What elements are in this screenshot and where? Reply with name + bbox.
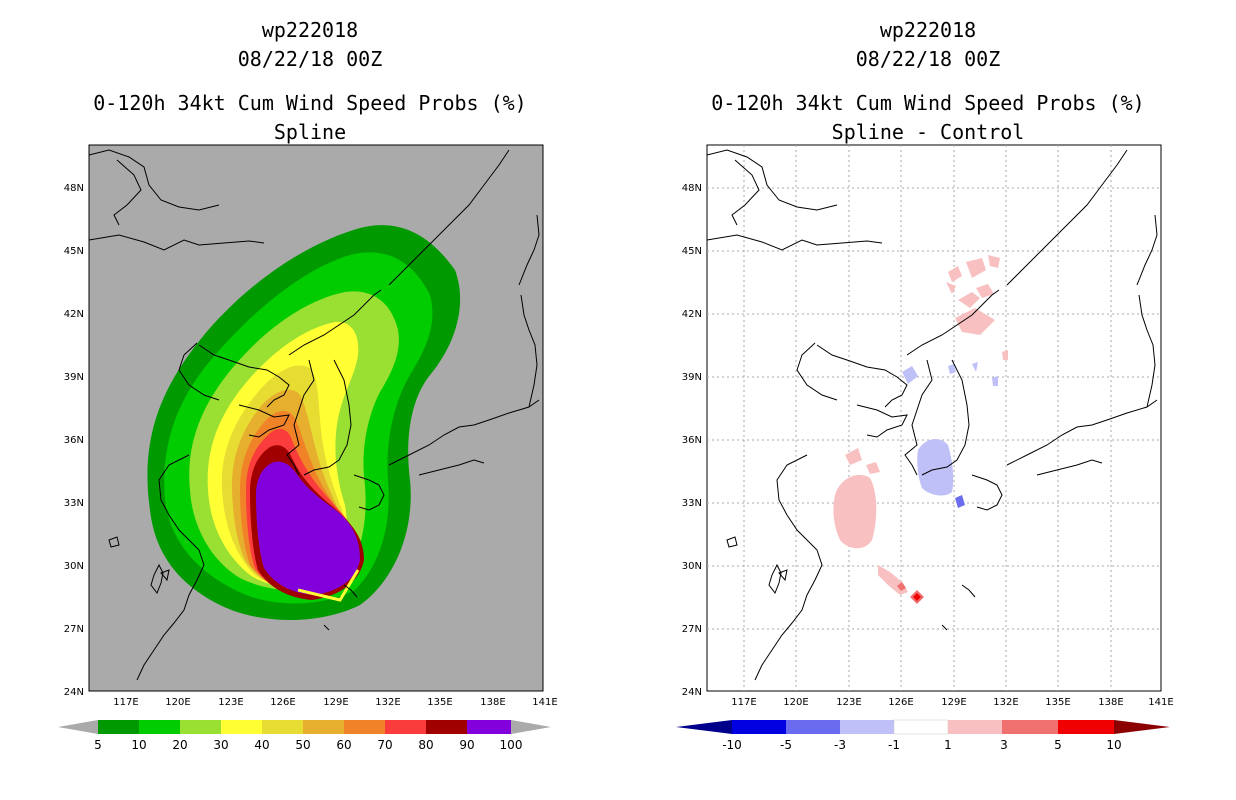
right-lat-label: 33N — [682, 498, 702, 509]
right-lon-label: 129E — [941, 697, 966, 708]
right-axes: 48N 45N 42N 39N 36N 33N 30N 27N 24N 117E… — [682, 183, 1174, 708]
left-colorbar-swatch — [426, 720, 467, 734]
left-lon-label: 132E — [375, 697, 400, 708]
left-lon-label: 138E — [480, 697, 505, 708]
left-colorbar-swatch — [385, 720, 426, 734]
left-colorbar-arrow-high — [511, 720, 551, 734]
left-colorbar-swatch — [139, 720, 180, 734]
left-colorbar-label: 100 — [500, 738, 523, 752]
right-lon-label: 138E — [1098, 697, 1123, 708]
right-lon-label: 141E — [1148, 697, 1173, 708]
left-lon-label: 117E — [113, 697, 138, 708]
left-colorbar-label: 40 — [254, 738, 269, 752]
left-colorbar-swatch — [467, 720, 511, 734]
right-lat-label: 39N — [682, 372, 702, 383]
left-colorbar-label: 90 — [459, 738, 474, 752]
right-colorbar-arrow-high — [1114, 720, 1170, 734]
left-title-date: 08/22/18 00Z — [237, 47, 383, 71]
left-lat-label: 48N — [64, 183, 84, 194]
right-title-method: Spline - Control — [831, 120, 1025, 144]
left-colorbar-swatch — [344, 720, 385, 734]
right-colorbar-label: 10 — [1106, 738, 1121, 752]
left-lon-label: 123E — [218, 697, 243, 708]
left-colorbar-swatch — [303, 720, 344, 734]
right-lat-label: 36N — [682, 435, 702, 446]
left-lat-label: 24N — [64, 687, 84, 698]
right-colorbar: -10 -5 -3 -1 1 3 5 10 — [676, 719, 1170, 752]
left-lat-label: 36N — [64, 435, 84, 446]
left-colorbar-label: 30 — [213, 738, 228, 752]
left-lat-label: 42N — [64, 309, 84, 320]
right-lon-label: 126E — [888, 697, 913, 708]
right-colorbar-swatch — [732, 720, 786, 734]
right-title-date: 08/22/18 00Z — [855, 47, 1001, 71]
diff-strong-positive — [897, 582, 924, 604]
left-colorbar-arrow-low — [58, 720, 98, 734]
left-lat-label: 33N — [64, 498, 84, 509]
left-lat-label: 39N — [64, 372, 84, 383]
right-colorbar-swatch — [1058, 720, 1114, 734]
right-lon-label: 132E — [993, 697, 1018, 708]
left-colorbar-label: 60 — [336, 738, 351, 752]
left-colorbar-label: 80 — [418, 738, 433, 752]
right-colorbar-label: 5 — [1054, 738, 1062, 752]
left-lat-label: 45N — [64, 246, 84, 257]
right-graticule — [707, 145, 1161, 691]
left-title-method: Spline — [273, 120, 347, 144]
right-colorbar-label: -5 — [780, 738, 792, 752]
left-colorbar-swatch — [180, 720, 221, 734]
left-lat-label: 30N — [64, 561, 84, 572]
left-colorbar-label: 20 — [172, 738, 187, 752]
left-map — [88, 144, 544, 692]
left-colorbar-swatch — [262, 720, 303, 734]
right-colorbar-label: -10 — [722, 738, 742, 752]
right-colorbar-label: 3 — [1000, 738, 1008, 752]
right-lat-label: 24N — [682, 687, 702, 698]
left-title-storm-id: wp222018 — [261, 18, 359, 42]
right-lat-label: 48N — [682, 183, 702, 194]
right-colorbar-arrow-low — [676, 720, 732, 734]
right-lat-label: 27N — [682, 624, 702, 635]
left-title-product: 0-120h 34kt Cum Wind Speed Probs (%) — [93, 91, 527, 115]
right-lat-label: 30N — [682, 561, 702, 572]
left-colorbar: 5 10 20 30 40 50 60 70 80 90 100 — [58, 720, 551, 752]
right-colorbar-swatch — [1002, 720, 1058, 734]
left-colorbar-label: 5 — [94, 738, 102, 752]
right-lon-label: 135E — [1045, 697, 1070, 708]
right-colorbar-swatch — [893, 719, 949, 735]
left-colorbar-swatch — [98, 720, 139, 734]
left-lon-label: 141E — [532, 697, 557, 708]
right-colorbar-label: -3 — [834, 738, 846, 752]
right-colorbar-label: -1 — [888, 738, 900, 752]
left-colorbar-label: 50 — [295, 738, 310, 752]
right-lat-label: 42N — [682, 309, 702, 320]
left-colorbar-swatch — [221, 720, 262, 734]
right-colorbar-label: 1 — [944, 738, 952, 752]
right-colorbar-swatch — [948, 720, 1002, 734]
right-map — [706, 144, 1162, 692]
right-lon-label: 123E — [836, 697, 861, 708]
left-lon-label: 126E — [270, 697, 295, 708]
right-title-storm-id: wp222018 — [879, 18, 977, 42]
right-lon-label: 117E — [731, 697, 756, 708]
left-axes: 48N 45N 42N 39N 36N 33N 30N 27N 24N 117E… — [64, 183, 558, 708]
left-lat-label: 27N — [64, 624, 84, 635]
right-title-product: 0-120h 34kt Cum Wind Speed Probs (%) — [711, 91, 1145, 115]
left-lon-label: 129E — [323, 697, 348, 708]
right-colorbar-swatch — [840, 720, 894, 734]
left-lon-label: 120E — [165, 697, 190, 708]
left-colorbar-label: 70 — [377, 738, 392, 752]
left-colorbar-label: 10 — [131, 738, 146, 752]
diff-negative-patches — [902, 362, 998, 508]
right-lon-label: 120E — [783, 697, 808, 708]
right-lat-label: 45N — [682, 246, 702, 257]
diff-positive-patches — [833, 255, 1008, 595]
left-lon-label: 135E — [427, 697, 452, 708]
prob-band-90 — [256, 461, 360, 595]
right-map-background — [706, 144, 1162, 692]
right-colorbar-swatch — [786, 720, 840, 734]
